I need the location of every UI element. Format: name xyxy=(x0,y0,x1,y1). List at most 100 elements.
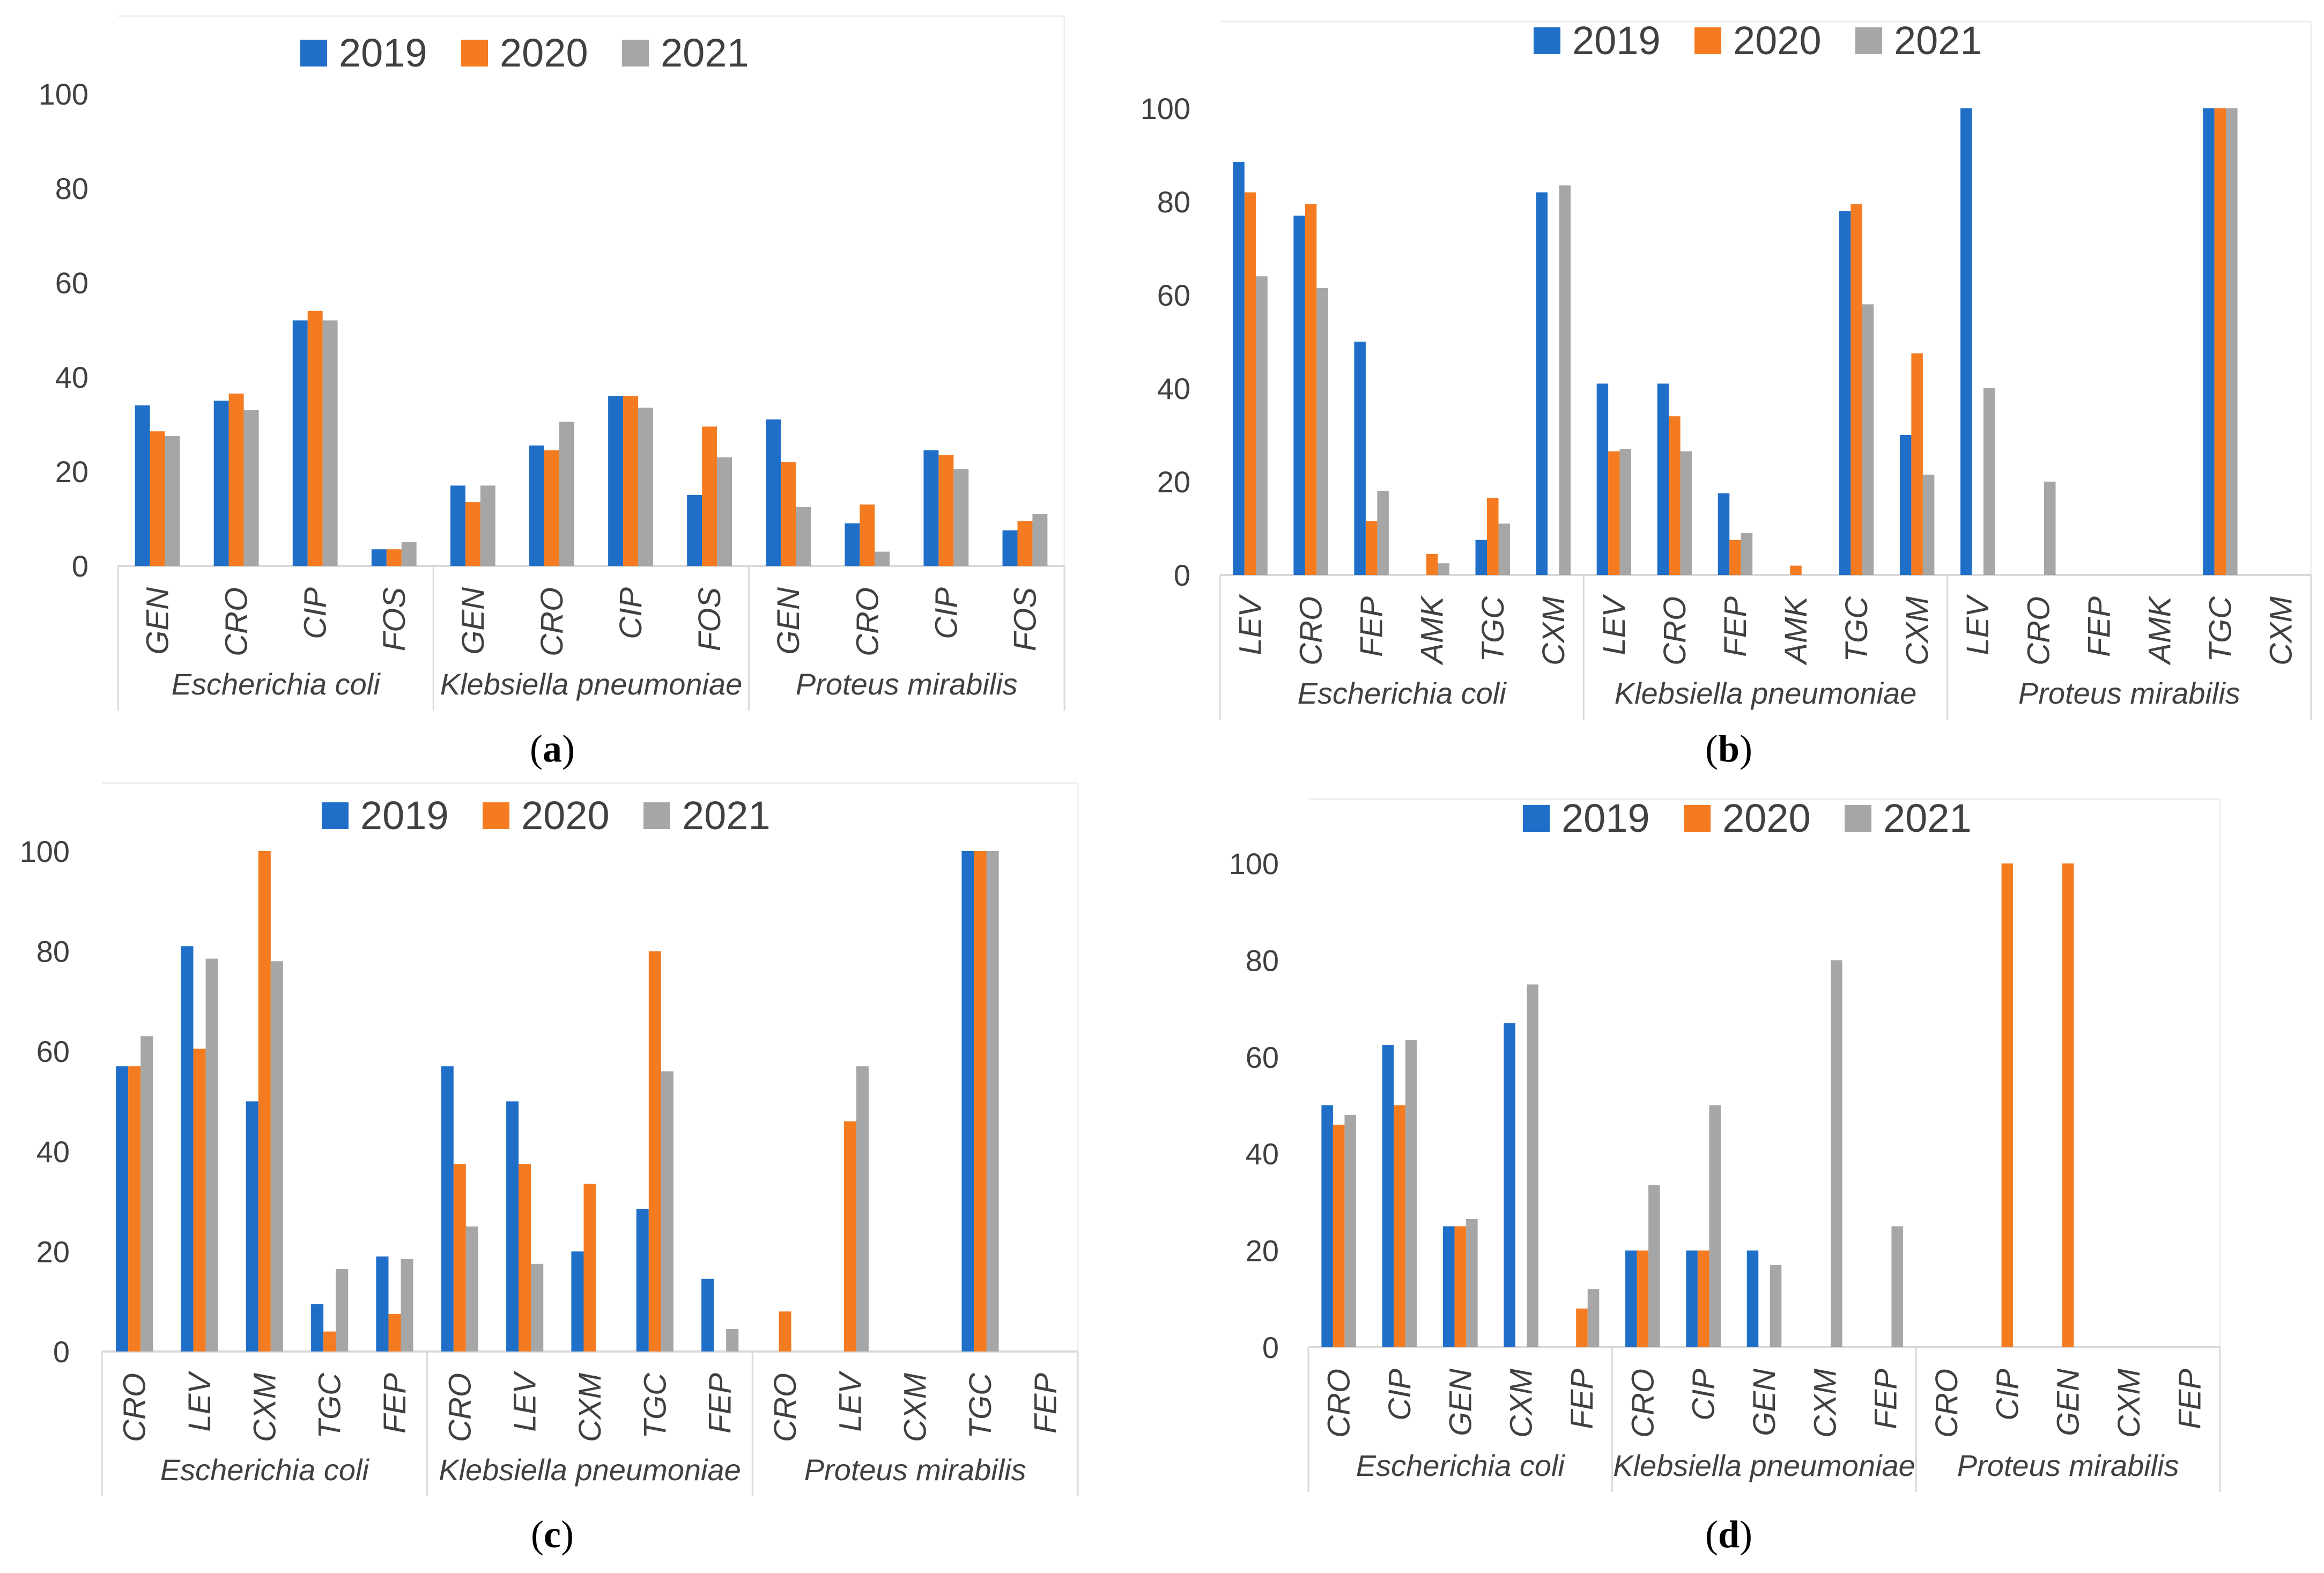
chart-b-bar-2021-tgc-16 xyxy=(2226,108,2238,575)
chart-a-xtick-label: FOS xyxy=(692,587,727,652)
chart-d-bar-2019-cip-6 xyxy=(1686,1250,1698,1347)
chart-c-xtick-label: CXM xyxy=(898,1372,933,1442)
chart-b-bar-2019-cxm-11 xyxy=(1899,435,1912,575)
chart-c-bar-2020-cxm-2 xyxy=(258,851,271,1352)
chart-d-bar-2020-cip-1 xyxy=(1394,1105,1405,1347)
chart-a-ytick-label: 100 xyxy=(39,77,88,111)
chart-panel-c: 0 20 40 60 80 100 CRO LEV CXM TGC FEP CRO LEV CXM TGC F… xyxy=(0,782,1148,1573)
chart-d-ytick-label: 100 xyxy=(1229,847,1279,881)
chart-d-xtick-label: CXM xyxy=(2112,1368,2147,1438)
chart-a-ytick-label: 60 xyxy=(55,266,88,300)
chart-d-legend-label-2021: 2021 xyxy=(1883,796,1972,840)
chart-c-bar-2020-tgc-13 xyxy=(974,851,987,1352)
chart-d-bar-2019-cxm-3 xyxy=(1504,1023,1515,1347)
chart-c-bar-2021-tgc-8 xyxy=(661,1071,673,1352)
chart-a-legend-swatch-2020 xyxy=(461,40,488,67)
chart-a-bar-2020-cip-6 xyxy=(623,396,639,566)
chart-a-xtick-label: CIP xyxy=(613,587,648,639)
chart-c-bar-2019-lev-6 xyxy=(506,1101,519,1352)
chart-a-xtick-label: FOS xyxy=(377,587,412,652)
chart-a-bar-2020-cro-9 xyxy=(860,504,875,566)
chart-b-xtick-label: LEV xyxy=(1233,594,1268,655)
chart-d-xtick-label: CIP xyxy=(1990,1369,2025,1421)
caption-a-letter: a xyxy=(543,727,562,770)
caption-c-letter: c xyxy=(544,1513,561,1556)
chart-c-bar-2020-cro-0 xyxy=(128,1066,141,1352)
caption-b-letter: b xyxy=(1718,727,1740,770)
chart-b-xtick-label: TGC xyxy=(1476,596,1511,662)
chart-a-bar-2020-cip-2 xyxy=(307,311,323,566)
chart-c-bar-2020-tgc-8 xyxy=(648,951,661,1352)
chart-a-legend-label-2019: 2019 xyxy=(339,31,427,75)
chart-d-bar-2021-cip-1 xyxy=(1405,1040,1417,1347)
chart-b-xtick-label: CRO xyxy=(1294,596,1329,666)
chart-a-xtick-label: CIP xyxy=(298,587,333,639)
chart-d-legend-label-2019: 2019 xyxy=(1561,796,1650,840)
chart-c-bar-2019-fep-4 xyxy=(376,1256,389,1352)
chart-a-bar-2019-fos-11 xyxy=(1002,530,1018,566)
chart-d-xtick-label: GEN xyxy=(1443,1369,1478,1436)
chart-a-bar-2019-fos-7 xyxy=(687,495,702,566)
chart-b-bar-2020-amk-3 xyxy=(1426,553,1438,575)
chart-b-bar-2019-tgc-4 xyxy=(1475,540,1487,575)
chart-b-bar-2020-lev-0 xyxy=(1244,192,1256,575)
chart-c-legend-swatch-2020 xyxy=(483,802,509,829)
chart-c-ytick-label: 100 xyxy=(20,834,70,868)
chart-b-xtick-label: FEP xyxy=(1718,596,1753,657)
chart-a-bar-2019-gen-0 xyxy=(135,405,150,566)
chart-d-legend-swatch-2019 xyxy=(1523,805,1550,832)
chart-a-bar-2021-gen-4 xyxy=(480,485,495,566)
chart-a-bar-2021-cro-1 xyxy=(243,410,259,566)
chart-d-xtick-label: CIP xyxy=(1686,1369,1721,1421)
chart-d-xtick-label: CXM xyxy=(1504,1368,1539,1438)
chart-d-xtick-label: FEP xyxy=(2172,1369,2207,1429)
chart-b-bar-2020-tgc-10 xyxy=(1851,204,1862,575)
caption-d-close: ) xyxy=(1740,1513,1752,1556)
chart-b-bar-2020-cxm-11 xyxy=(1911,353,1923,575)
chart-d-ytick-label: 0 xyxy=(1262,1331,1279,1364)
chart-a-xtick-label: CRO xyxy=(535,587,569,656)
chart-d-ytick-label: 40 xyxy=(1246,1137,1279,1171)
caption-a-open: ( xyxy=(530,727,543,770)
chart-b-bar-2021-lev-6 xyxy=(1619,449,1632,575)
chart-c-bar-2019-tgc-3 xyxy=(311,1304,324,1352)
caption-d-letter: d xyxy=(1718,1513,1740,1556)
caption-a-close: ) xyxy=(562,727,575,770)
chart-a-bar-2020-cro-1 xyxy=(228,393,244,566)
chart-d-group-label: Proteus mirabilis xyxy=(1957,1449,2179,1482)
chart-a-bar-2020-gen-0 xyxy=(150,431,165,566)
chart-a-ytick-label: 20 xyxy=(55,455,88,489)
chart-a-bar-2020-fos-11 xyxy=(1017,521,1033,566)
chart-c-bar-2021-cro-5 xyxy=(465,1226,478,1352)
chart-a-bar-2019-cip-6 xyxy=(608,396,624,566)
caption-c-close: ) xyxy=(560,1513,574,1556)
chart-c-xtick-label: CRO xyxy=(117,1373,152,1442)
chart-c-xtick-label: LEV xyxy=(833,1370,868,1432)
chart-c-bar-2021-cro-0 xyxy=(140,1036,153,1352)
chart-b-xtick-label: AMK xyxy=(2142,595,2177,666)
chart-c-group-label: Klebsiella pneumoniae xyxy=(439,1453,741,1487)
chart-c-bar-2019-tgc-8 xyxy=(636,1209,649,1352)
chart-c-xtick-label: LEV xyxy=(508,1370,543,1432)
chart-a-bar-2019-cro-9 xyxy=(845,523,860,566)
chart-b-xtick-label: LEV xyxy=(1597,594,1632,655)
chart-d-xtick-label: CRO xyxy=(1929,1369,1964,1438)
chart-b-xtick-label: CXM xyxy=(1900,596,1935,666)
chart-b-legend-label-2019: 2019 xyxy=(1572,18,1661,63)
chart-c-bar-2021-lev-11 xyxy=(856,1066,869,1352)
chart-d-bar-2020-gen-12 xyxy=(2062,863,2074,1347)
chart-d-xtick-label: CIP xyxy=(1382,1369,1417,1421)
chart-b-bar-2021-lev-0 xyxy=(1256,276,1268,575)
chart-c-xtick-label: TGC xyxy=(963,1372,998,1439)
chart-a-bar-2019-cro-5 xyxy=(529,445,544,566)
chart-b-bar-2021-cro-1 xyxy=(1316,287,1328,575)
chart-a-xtick-label: CRO xyxy=(219,587,254,656)
chart-b-xtick-label: FEP xyxy=(1355,596,1389,657)
chart-c-bar-2020-lev-6 xyxy=(519,1164,531,1352)
chart-d-bar-2021-gen-7 xyxy=(1770,1265,1782,1347)
chart-b-xtick-label: LEV xyxy=(1960,594,1995,655)
chart-d-bar-2021-cip-6 xyxy=(1709,1105,1721,1347)
chart-b-xtick-label: AMK xyxy=(1415,595,1450,666)
chart-d-group-label: Escherichia coli xyxy=(1356,1449,1566,1482)
chart-d-xtick-label: FEP xyxy=(1565,1369,1600,1429)
